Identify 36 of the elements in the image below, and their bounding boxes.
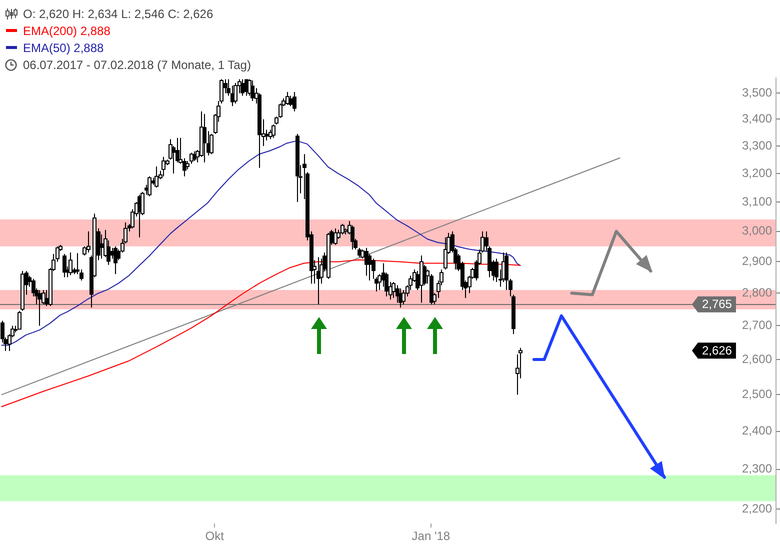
y-tick-label: 3,200	[742, 166, 772, 180]
annotation: 2,626	[702, 343, 732, 358]
legend-label: EMA(50) 2,888	[23, 40, 104, 54]
x-tick-label: Okt	[205, 529, 225, 544]
legend-label: EMA(200) 2,888	[23, 24, 110, 38]
candlestick	[368, 254, 372, 281]
candlestick	[372, 258, 376, 280]
candlestick	[288, 95, 292, 107]
y-tick-label: 2,300	[742, 462, 772, 476]
candlestick	[494, 258, 498, 283]
candlestick	[250, 80, 254, 102]
y-tick-label: 2,900	[742, 254, 772, 268]
y-tick-label: 2,200	[742, 502, 772, 516]
y-tick-label: 2,700	[742, 318, 772, 332]
candlestick	[264, 129, 268, 142]
y-tick-label: 3,300	[742, 138, 772, 152]
candlestick	[100, 234, 104, 260]
y-tick-label: 2,400	[742, 424, 772, 438]
x-tick-label: Jan '18	[412, 529, 450, 544]
y-tick-label: 3,400	[742, 112, 772, 126]
candlestick	[422, 264, 426, 286]
candlestick	[38, 289, 42, 326]
candlestick	[350, 224, 354, 250]
candlestick	[292, 91, 296, 112]
candlestick	[240, 78, 244, 96]
y-tick-label: 3,500	[742, 86, 772, 100]
y-tick-label: 3,000	[742, 224, 772, 238]
candlestick	[202, 113, 206, 163]
text: 06.07.2017 - 07.02.2018 (7 Monate, 1 Tag)	[23, 58, 251, 72]
y-tick-label: 3,100	[742, 194, 772, 208]
y-tick-label: 2,800	[742, 285, 772, 300]
candlestick	[62, 254, 66, 278]
y-tick-label: 2,600	[742, 352, 772, 366]
ref-line-label: 2,765	[702, 297, 732, 312]
y-tick-label: 2,500	[742, 387, 772, 402]
text: O: 2,620 H: 2,634 L: 2,546 C: 2,626	[23, 6, 214, 20]
